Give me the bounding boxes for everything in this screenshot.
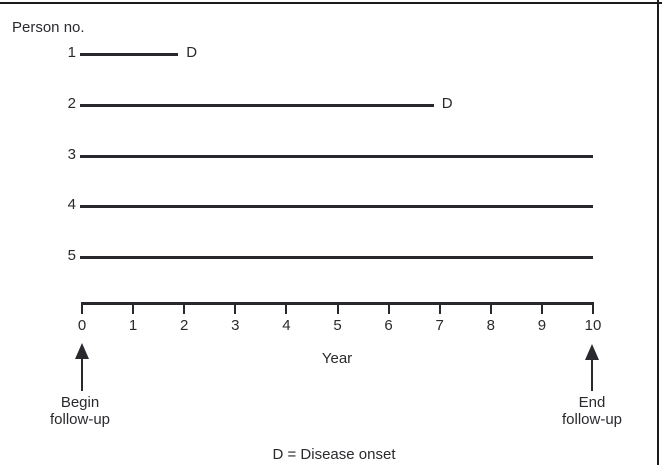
axis-tick-label: 7 [435,317,444,334]
begin-followup-label: Begin follow-up [20,394,140,428]
follow-up-line [80,205,593,209]
end-followup-label: End follow-up [532,394,652,428]
axis-tick-label: 2 [180,317,189,334]
legend-text: D = Disease onset [272,446,396,463]
up-arrow-shaft [591,358,593,391]
axis-tick-label: 1 [128,317,138,334]
figure-top-border [0,2,662,4]
axis-tick [489,302,492,314]
figure-right-border [657,0,659,465]
follow-up-line [80,53,179,56]
up-arrow-shaft [81,357,83,391]
axis-tick [234,302,237,314]
person-number-label: 4 [67,196,76,214]
axis-tick-label: 6 [384,317,393,334]
follow-up-line [80,154,593,158]
axis-tick [285,302,288,314]
person-number-label: 5 [67,247,76,265]
up-arrow-head-icon [585,344,599,360]
up-arrow-head-icon [75,343,89,359]
follow-up-line [80,256,593,260]
x-axis-title: Year [321,350,353,367]
axis-tick-label: 0 [77,317,87,334]
axis-tick-label: 5 [333,317,342,334]
end-followup-label-line1: End [578,394,606,411]
person-number-label: 2 [67,94,76,112]
follow-up-line [80,103,434,107]
axis-tick-label: 9 [537,317,547,334]
begin-followup-label-line1: Begin [60,394,100,411]
axis-tick [387,302,390,314]
end-followup-label-line2: follow-up [561,411,623,428]
axis-tick-label: 10 [584,317,602,334]
axis-tick [81,302,83,314]
axis-tick [336,302,339,314]
axis-tick [592,302,594,314]
axis-tick [438,302,441,314]
axis-tick-label: 4 [282,317,291,334]
begin-followup-label-line2: follow-up [49,411,111,428]
person-number-label: 1 [67,44,76,61]
person-number-label: 3 [67,145,76,163]
disease-onset-marker: D [441,94,453,112]
person-no-header: Person no. [12,19,85,36]
disease-onset-marker: D [186,44,198,61]
axis-tick-label: 8 [486,317,495,334]
axis-tick [540,302,543,314]
axis-tick [183,302,186,314]
axis-tick-label: 3 [231,317,240,334]
axis-tick [132,302,135,314]
